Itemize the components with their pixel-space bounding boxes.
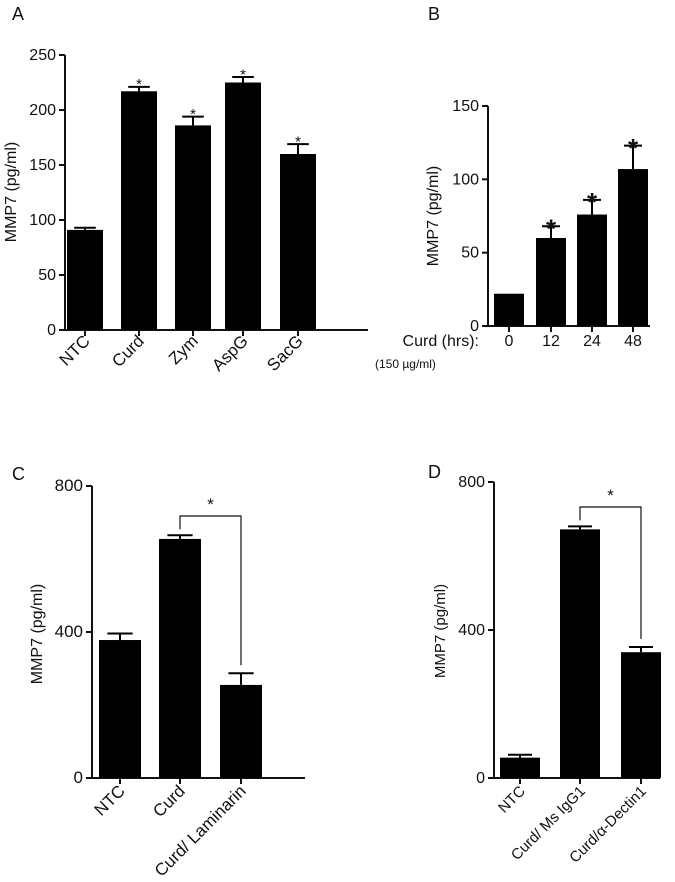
panel-label: D bbox=[428, 462, 441, 482]
y-tick-label: 100 bbox=[452, 171, 479, 188]
y-tick-label: 0 bbox=[470, 318, 479, 335]
x-tick-label: 0 bbox=[505, 333, 514, 350]
bar bbox=[560, 529, 600, 778]
bar bbox=[175, 125, 211, 331]
bar bbox=[494, 293, 524, 326]
significance-star: * bbox=[136, 76, 142, 93]
x-tick-label: AspG bbox=[208, 331, 252, 375]
y-tick-label: 50 bbox=[38, 267, 56, 284]
x-tick-label: NTC bbox=[56, 331, 94, 369]
y-tick-label: 100 bbox=[29, 212, 56, 229]
y-axis-label: MMP7 (pg/ml) bbox=[29, 584, 46, 684]
comparison-bracket bbox=[179, 515, 242, 666]
y-tick-label: 150 bbox=[452, 98, 479, 115]
bar bbox=[618, 169, 648, 326]
comparison-star: * bbox=[207, 495, 214, 514]
bar bbox=[121, 91, 157, 330]
y-tick-label: 0 bbox=[476, 770, 485, 787]
y-tick-label: 800 bbox=[458, 474, 485, 491]
y-tick-label: 200 bbox=[29, 102, 56, 119]
x-tick-label: 24 bbox=[583, 333, 601, 350]
y-tick-label: 250 bbox=[29, 47, 56, 64]
significance-star: * bbox=[628, 133, 639, 163]
y-tick-label: 0 bbox=[74, 768, 83, 787]
x-tick-label: Zym bbox=[165, 331, 202, 368]
significance-star: * bbox=[587, 187, 598, 217]
x-tick-label: 48 bbox=[624, 333, 642, 350]
significance-star: * bbox=[190, 106, 196, 123]
bar bbox=[536, 238, 566, 326]
bar bbox=[225, 82, 261, 330]
x-tick-label: 12 bbox=[542, 333, 560, 350]
y-tick-label: 400 bbox=[55, 622, 83, 641]
bar bbox=[577, 214, 607, 326]
panel-label: B bbox=[428, 4, 440, 24]
panel-label: A bbox=[12, 4, 24, 24]
bar bbox=[500, 757, 540, 778]
x-tick-label: Curd bbox=[108, 331, 147, 370]
bar bbox=[67, 229, 103, 330]
x-tick-label: Curd bbox=[149, 781, 188, 820]
comparison-star: * bbox=[607, 486, 614, 505]
x-tick-label: NTC bbox=[91, 781, 129, 819]
significance-star: * bbox=[240, 66, 246, 83]
chart-panel-b: B 0 50 100 150 MMP7 (pg/ml) 0 12 * 24 * 48 * Curd (hr… bbox=[375, 4, 650, 371]
y-axis-label: MMP7 (pg/ml) bbox=[3, 142, 20, 242]
y-axis-label: MMP7 (pg/ml) bbox=[425, 166, 442, 266]
y-tick-label: 50 bbox=[461, 245, 479, 262]
y-axis-label: MMP7 (pg/ml) bbox=[432, 584, 449, 678]
significance-star: * bbox=[295, 133, 301, 150]
bar bbox=[220, 684, 262, 778]
x-axis-prefix: Curd (hrs): bbox=[403, 333, 479, 350]
y-tick-label: 800 bbox=[55, 476, 83, 495]
x-tick-label: NTC bbox=[495, 783, 529, 817]
bar bbox=[159, 538, 201, 778]
significance-star: * bbox=[546, 214, 557, 244]
chart-panel-a: A 0 50 100 150 200 250 MMP7 (pg/ml) NTC Curd * Zym *… bbox=[3, 4, 368, 375]
x-tick-label: SacG bbox=[263, 331, 307, 375]
x-axis-note: (150 µg/ml) bbox=[375, 357, 436, 371]
panel-label: C bbox=[12, 464, 25, 484]
y-tick-label: 0 bbox=[47, 322, 56, 339]
bar bbox=[99, 640, 141, 778]
bar bbox=[280, 154, 316, 330]
y-tick-label: 150 bbox=[29, 157, 56, 174]
comparison-bracket bbox=[579, 506, 642, 640]
y-tick-label: 400 bbox=[458, 622, 485, 639]
bar bbox=[621, 652, 661, 778]
